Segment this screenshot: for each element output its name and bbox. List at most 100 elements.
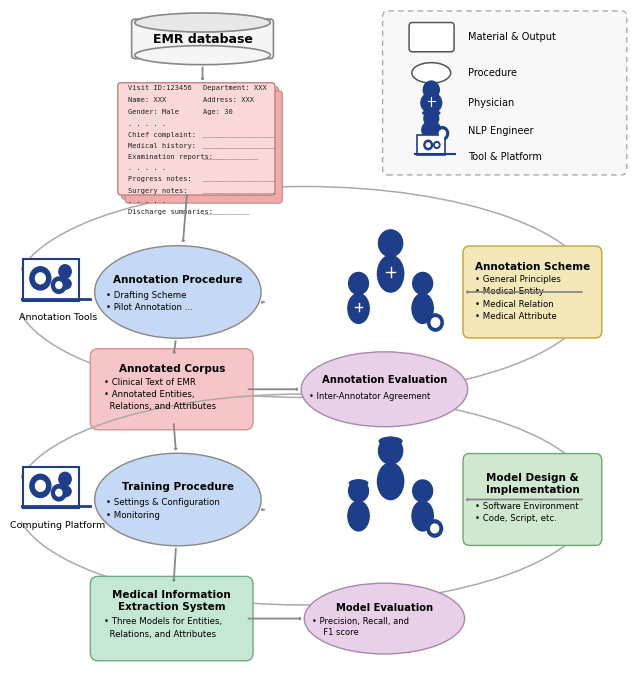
Circle shape bbox=[427, 520, 442, 537]
Text: Medical Information: Medical Information bbox=[113, 590, 231, 600]
Ellipse shape bbox=[412, 62, 451, 83]
FancyBboxPatch shape bbox=[132, 19, 273, 58]
Circle shape bbox=[56, 282, 62, 289]
Circle shape bbox=[51, 277, 67, 294]
Text: • Precision, Recall, and: • Precision, Recall, and bbox=[312, 617, 409, 626]
Text: Medical history:: Medical history: bbox=[128, 143, 196, 150]
Text: • Software Environment: • Software Environment bbox=[476, 501, 579, 511]
Text: Model Evaluation: Model Evaluation bbox=[336, 603, 433, 613]
Circle shape bbox=[30, 267, 51, 290]
FancyBboxPatch shape bbox=[417, 135, 445, 155]
Ellipse shape bbox=[134, 46, 270, 64]
Circle shape bbox=[59, 472, 71, 486]
Text: Relations, and Attributes: Relations, and Attributes bbox=[104, 630, 216, 639]
Ellipse shape bbox=[377, 255, 404, 293]
Circle shape bbox=[436, 127, 449, 140]
Ellipse shape bbox=[301, 352, 468, 427]
Text: Tool & Platform: Tool & Platform bbox=[468, 152, 541, 162]
Circle shape bbox=[349, 480, 369, 502]
Text: • Inter-Annotator Agreement: • Inter-Annotator Agreement bbox=[308, 392, 430, 401]
Text: Training Procedure: Training Procedure bbox=[122, 482, 234, 493]
Circle shape bbox=[431, 524, 438, 533]
Circle shape bbox=[378, 438, 403, 464]
FancyBboxPatch shape bbox=[409, 23, 454, 51]
Ellipse shape bbox=[95, 453, 261, 546]
Text: Model Design &: Model Design & bbox=[486, 473, 579, 483]
FancyBboxPatch shape bbox=[463, 246, 602, 338]
Text: • Monitoring: • Monitoring bbox=[106, 510, 159, 520]
Text: • Annotated Entities,: • Annotated Entities, bbox=[104, 390, 195, 399]
Ellipse shape bbox=[58, 485, 72, 497]
Circle shape bbox=[424, 140, 433, 150]
Text: EMR database: EMR database bbox=[152, 33, 252, 46]
Text: Progress notes:: Progress notes: bbox=[128, 176, 192, 182]
Circle shape bbox=[51, 484, 67, 501]
FancyBboxPatch shape bbox=[122, 87, 278, 199]
Text: Computing Platform: Computing Platform bbox=[10, 521, 105, 530]
Ellipse shape bbox=[378, 436, 403, 446]
Circle shape bbox=[423, 81, 439, 99]
Text: Material & Output: Material & Output bbox=[468, 32, 556, 43]
Ellipse shape bbox=[377, 462, 404, 500]
Text: Discharge summaries:: Discharge summaries: bbox=[128, 209, 213, 215]
Circle shape bbox=[424, 110, 438, 127]
Circle shape bbox=[413, 480, 433, 502]
Ellipse shape bbox=[58, 278, 72, 290]
Text: • Settings & Configuration: • Settings & Configuration bbox=[106, 499, 220, 508]
Circle shape bbox=[434, 141, 440, 148]
Circle shape bbox=[59, 265, 71, 279]
Circle shape bbox=[428, 314, 444, 331]
Text: _________________: _________________ bbox=[202, 187, 275, 193]
Ellipse shape bbox=[420, 92, 442, 114]
Text: Physician: Physician bbox=[468, 99, 514, 108]
Circle shape bbox=[30, 474, 51, 497]
Text: . . . . .: . . . . . bbox=[128, 165, 166, 171]
Circle shape bbox=[431, 318, 440, 327]
Text: _________________: _________________ bbox=[202, 176, 275, 182]
Text: Visit ID:123456: Visit ID:123456 bbox=[128, 85, 192, 91]
Text: ___________: ___________ bbox=[202, 209, 250, 215]
Text: . . . . .: . . . . . bbox=[128, 121, 166, 127]
Circle shape bbox=[426, 143, 430, 147]
Text: . . . . .: . . . . . bbox=[128, 198, 166, 204]
Text: Name: XXX: Name: XXX bbox=[128, 97, 166, 103]
Circle shape bbox=[413, 272, 433, 294]
Text: Extraction System: Extraction System bbox=[118, 602, 225, 612]
Text: • Medical Attribute: • Medical Attribute bbox=[476, 312, 557, 321]
FancyBboxPatch shape bbox=[383, 11, 627, 175]
Circle shape bbox=[378, 230, 403, 257]
Ellipse shape bbox=[134, 13, 270, 32]
Circle shape bbox=[439, 130, 445, 137]
Text: _____________: _____________ bbox=[202, 154, 258, 161]
Ellipse shape bbox=[347, 500, 370, 532]
Ellipse shape bbox=[349, 480, 369, 487]
Ellipse shape bbox=[421, 121, 442, 139]
FancyBboxPatch shape bbox=[125, 91, 282, 203]
FancyBboxPatch shape bbox=[90, 348, 253, 429]
Text: NLP Engineer: NLP Engineer bbox=[468, 126, 533, 136]
Text: • Medical Entity: • Medical Entity bbox=[476, 287, 544, 296]
Text: • Code, Script, etc.: • Code, Script, etc. bbox=[476, 514, 557, 523]
Text: _________________: _________________ bbox=[202, 132, 275, 138]
Ellipse shape bbox=[412, 500, 434, 532]
FancyBboxPatch shape bbox=[118, 83, 275, 195]
Text: Address: XXX: Address: XXX bbox=[202, 97, 253, 103]
Text: Annotation Scheme: Annotation Scheme bbox=[475, 262, 590, 272]
Text: Implementation: Implementation bbox=[486, 485, 579, 495]
Text: _________________: _________________ bbox=[202, 143, 275, 150]
Circle shape bbox=[35, 480, 45, 491]
Text: Surgery notes:: Surgery notes: bbox=[128, 187, 188, 193]
Text: Department: XXX: Department: XXX bbox=[202, 85, 266, 91]
Text: Annotation Procedure: Annotation Procedure bbox=[113, 274, 243, 285]
FancyBboxPatch shape bbox=[23, 259, 79, 301]
Circle shape bbox=[35, 273, 45, 284]
Ellipse shape bbox=[95, 246, 261, 338]
Circle shape bbox=[436, 143, 438, 146]
Text: Age: 30: Age: 30 bbox=[202, 109, 232, 115]
Text: Gender: Male: Gender: Male bbox=[128, 109, 179, 115]
Ellipse shape bbox=[422, 110, 440, 117]
Text: • Pilot Annotation ...: • Pilot Annotation ... bbox=[106, 303, 193, 312]
Ellipse shape bbox=[304, 583, 465, 654]
FancyBboxPatch shape bbox=[23, 467, 79, 508]
FancyBboxPatch shape bbox=[463, 453, 602, 545]
